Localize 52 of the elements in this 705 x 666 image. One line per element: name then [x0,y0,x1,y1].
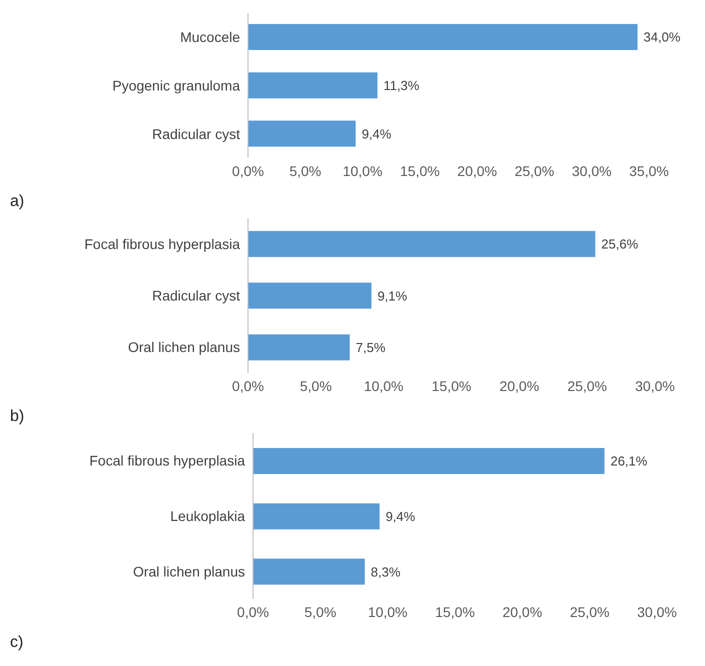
x-tick-label: 15,0% [400,162,440,179]
data-label: 9,4% [362,126,392,142]
data-label: 8,3% [370,564,401,580]
data-label: 34,0% [644,30,681,45]
data-label: 25,6% [601,236,639,252]
x-tick-label: 25,0% [514,162,554,179]
x-tick-label: 5,0% [289,162,322,179]
x-tick-label: 0,0% [232,162,264,179]
bar [253,448,604,474]
x-tick-label: 30,0% [637,604,677,620]
data-label: 9,4% [386,508,416,524]
x-tick-label: 30,0% [572,162,612,179]
bar [248,334,350,360]
x-tick-label: 30,0% [635,378,675,394]
x-tick-label: 15,0% [435,604,475,620]
x-tick-label: 20,0% [457,162,497,179]
bar [248,72,378,98]
y-tick-label: Radicular cyst [152,287,240,304]
y-tick-label: Oral lichen planus [132,563,245,580]
data-label: 7,5% [356,340,386,355]
x-tick-label: 20,0% [502,604,542,620]
x-tick-label: 10,0% [342,162,382,179]
y-tick-label: Oral lichen planus [128,339,240,356]
text: b) [10,408,24,426]
x-tick-label: 5,0% [304,604,336,620]
y-tick-label: Focal fibrous hyperplasia [84,236,240,252]
y-tick-label: Leukoplakia [170,508,246,524]
bar [248,120,356,147]
y-tick-label: Pyogenic granuloma [112,77,240,94]
x-tick-label: 5,0% [300,378,332,394]
x-tick-label: 0,0% [237,604,269,620]
x-tick-label: 25,0% [570,604,610,620]
y-tick-label: Radicular cyst [152,126,240,142]
bar [248,24,638,50]
bar [253,558,365,585]
x-tick-label: 10,0% [368,604,408,620]
x-tick-label: 15,0% [432,378,472,394]
x-tick-label: 25,0% [567,378,608,394]
data-label: 26,1% [610,454,648,469]
x-tick-label: 0,0% [232,378,264,394]
y-tick-label: Mucocele [180,29,240,46]
bar [248,231,596,257]
bar [253,503,380,530]
text: a) [10,193,24,211]
data-label: 9,1% [377,288,408,304]
text: c) [10,634,24,652]
x-tick-label: 35,0% [629,162,669,179]
data-label: 11,3% [383,78,420,93]
bar [248,282,372,309]
x-tick-label: 10,0% [364,378,404,394]
y-tick-label: Focal fibrous hyperplasia [89,452,246,469]
x-tick-label: 20,0% [499,378,540,394]
